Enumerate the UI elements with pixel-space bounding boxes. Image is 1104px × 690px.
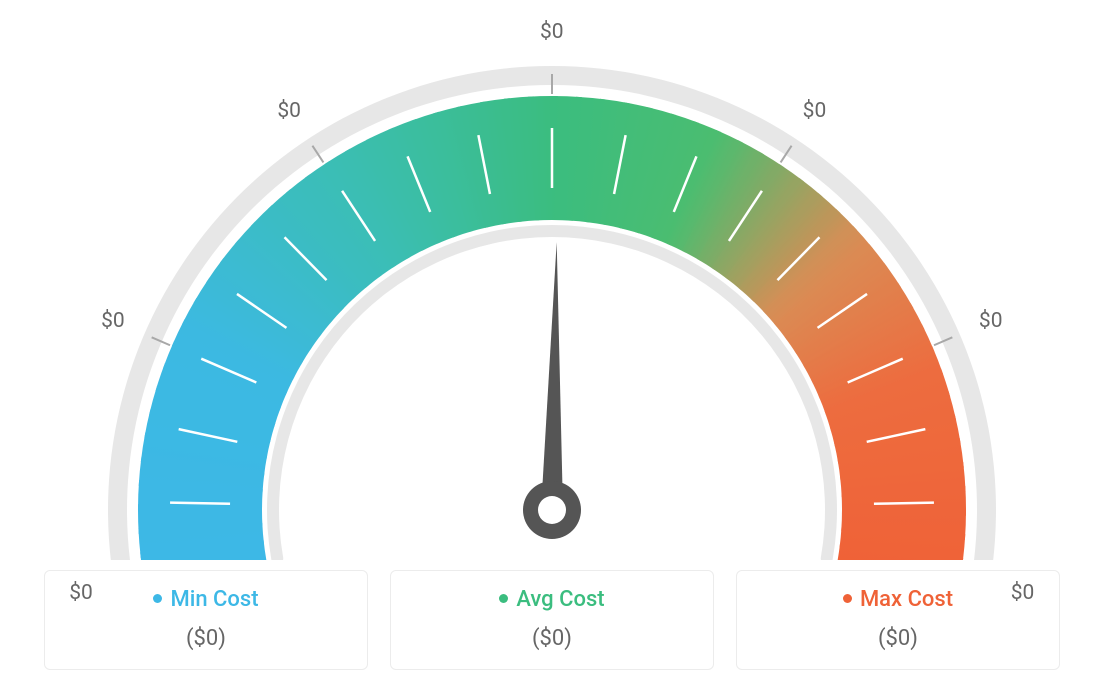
gauge-tick-label: $0 (979, 309, 1003, 333)
legend-title: Min Cost (55, 587, 357, 612)
legend-dot-icon (843, 594, 852, 603)
legend-label: Max Cost (860, 587, 953, 612)
cost-gauge-infographic: $0$0$0$0$0$0$0 Min Cost($0)Avg Cost($0)M… (0, 0, 1104, 690)
gauge-tick-label: $0 (540, 20, 564, 44)
legend-title: Avg Cost (401, 587, 703, 612)
legend-card-avg: Avg Cost ($0) (390, 570, 714, 670)
gauge-tick-label: $0 (277, 99, 301, 123)
legend-card-min: Min Cost ($0) (44, 570, 368, 670)
legend-value: ($0) (401, 626, 703, 651)
gauge-tick-label: $0 (101, 309, 125, 333)
legend-dot-icon (153, 594, 162, 603)
legend-row: Min Cost ($0) Avg Cost ($0) Max Cost ($0) (0, 570, 1104, 670)
gauge-chart (0, 0, 1104, 560)
legend-value: ($0) (55, 626, 357, 651)
gauge-area: $0$0$0$0$0$0$0 (0, 0, 1104, 560)
gauge-tick-label: $0 (803, 99, 827, 123)
legend-title: Max Cost (747, 587, 1049, 612)
legend-label: Avg Cost (516, 587, 604, 612)
legend-dot-icon (499, 594, 508, 603)
legend-label: Min Cost (170, 587, 258, 612)
legend-value: ($0) (747, 626, 1049, 651)
legend-card-max: Max Cost ($0) (736, 570, 1060, 670)
